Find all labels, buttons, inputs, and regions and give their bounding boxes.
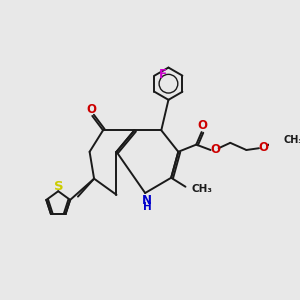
Text: O: O bbox=[197, 119, 208, 132]
Text: O: O bbox=[86, 103, 96, 116]
Text: F: F bbox=[158, 68, 166, 81]
Text: O: O bbox=[210, 142, 220, 156]
Text: N: N bbox=[142, 194, 152, 207]
Text: S: S bbox=[54, 180, 64, 193]
Text: H: H bbox=[142, 202, 151, 212]
Text: O: O bbox=[258, 141, 268, 154]
Text: CH₃: CH₃ bbox=[283, 135, 300, 145]
Text: CH₃: CH₃ bbox=[192, 184, 213, 194]
